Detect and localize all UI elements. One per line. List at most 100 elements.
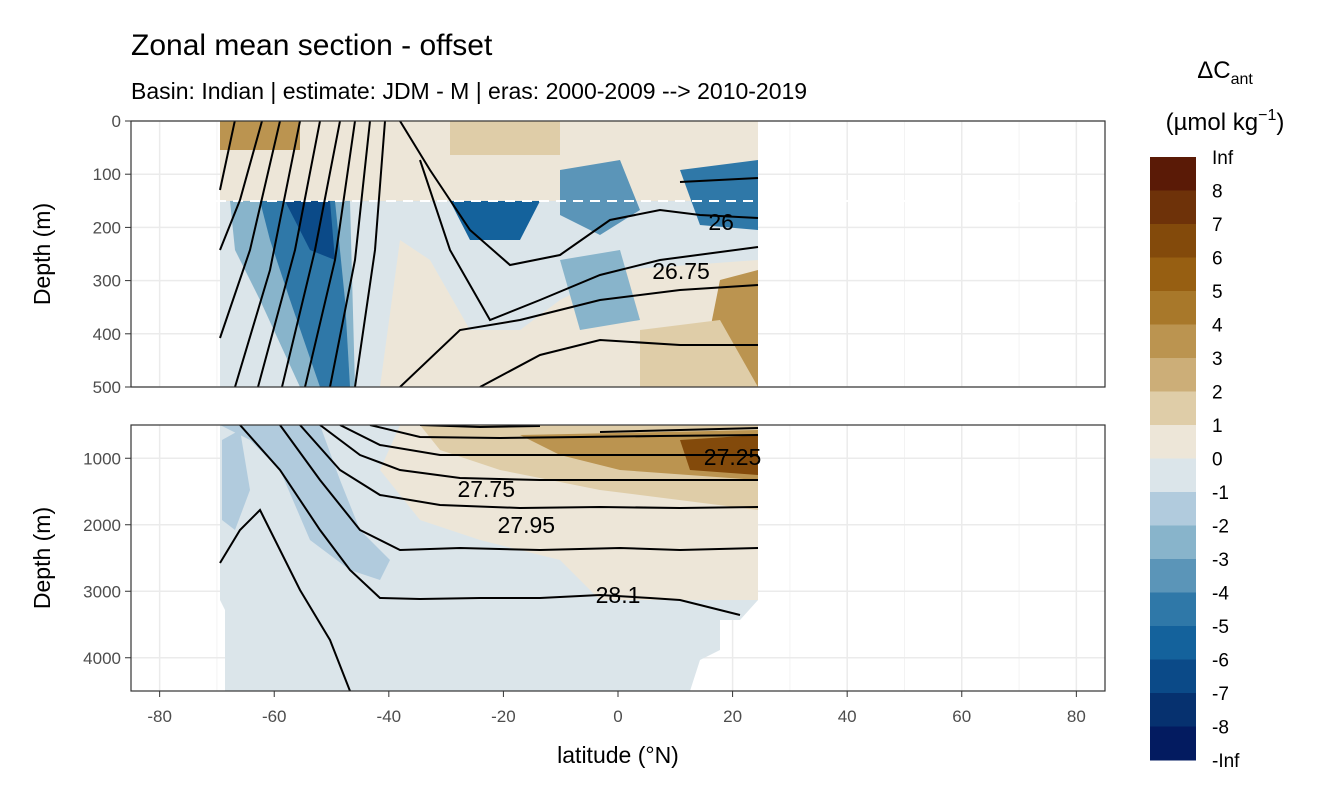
y-tick-label: 4000: [83, 649, 121, 668]
y-axis-title-upper: Depth (m): [29, 203, 55, 305]
x-tick-label: 80: [1067, 707, 1086, 726]
isopycnal-line: [304, 121, 356, 387]
upper-isopycnals: [219, 121, 759, 387]
y-tick-label: 100: [93, 165, 121, 184]
x-axis-title: latitude (°N): [557, 742, 679, 768]
x-tick-label: -40: [377, 707, 402, 726]
isopycnal-line: [599, 427, 759, 433]
isopycnal-line: [299, 425, 759, 510]
isopycnal-line: [219, 121, 236, 191]
legend-label: -6: [1212, 651, 1229, 672]
y-tick-label: 300: [93, 272, 121, 291]
legend-swatch: [1150, 425, 1196, 459]
legend-labels: Inf 8 7 6 5 4 3 2 1 0 -1 -2 -3 -4 -5 -6 -7 -8 -Inf: [1212, 148, 1240, 772]
x-tick-label: 0: [613, 707, 622, 726]
isopycnal-line: [479, 338, 758, 387]
contour-label: 28.1: [596, 582, 641, 608]
legend-swatch: [1150, 659, 1196, 694]
upper-contour-labels: 26 26.75: [652, 209, 734, 284]
isopycnal-line: [399, 121, 759, 267]
legend-swatch: [1150, 726, 1196, 761]
isopycnal-line: [369, 425, 759, 440]
lower-contour-labels: 27.25 27.75 27.95 28.1: [457, 444, 761, 608]
x-axis: -80 -60 -40 -20 0 20 40 60 80: [147, 691, 1086, 726]
x-tick-label: 60: [952, 707, 971, 726]
isopycnal-line: [679, 177, 759, 183]
isopycnal-line: [257, 121, 321, 387]
lower-panel-field: [220, 425, 758, 691]
legend-swatch: [1150, 592, 1196, 627]
legend-swatch: [1150, 224, 1196, 258]
legend-swatch: [1150, 559, 1196, 593]
legend-swatch: [1150, 693, 1196, 727]
legend-label: -3: [1212, 550, 1229, 571]
y-tick-label: 400: [93, 325, 121, 344]
legend-swatch: [1150, 190, 1196, 225]
legend-swatch: [1150, 525, 1196, 560]
legend-swatch: [1150, 391, 1196, 426]
lower-y-axis: 1000 2000 3000 4000: [83, 449, 131, 668]
x-tick-label: -20: [491, 707, 516, 726]
lower-negative-field: [220, 425, 390, 580]
y-axis-title-lower: Depth (m): [29, 507, 55, 609]
upper-negative-core: [680, 160, 758, 230]
legend-label: -7: [1212, 684, 1229, 705]
isopycnal-line: [219, 121, 281, 339]
y-tick-label: 0: [112, 112, 121, 131]
isopycnal-line: [219, 121, 263, 251]
isopycnal-line: [279, 425, 759, 552]
y-tick-label: 3000: [83, 582, 121, 601]
contour-label: 26: [708, 209, 734, 235]
legend-label: 7: [1212, 215, 1223, 236]
upper-y-axis: 0 100 200 300 400 500: [93, 112, 131, 397]
isopycnal-line: [239, 425, 741, 616]
y-tick-label: 2000: [83, 516, 121, 535]
legend-swatch: [1150, 492, 1196, 526]
upper-positive-patch: [450, 121, 560, 155]
isopycnal-line: [339, 425, 758, 456]
isopycnal-line: [419, 159, 759, 322]
upper-negative-core: [450, 201, 540, 240]
x-tick-label: 20: [723, 707, 742, 726]
legend-label: -5: [1212, 617, 1229, 638]
y-tick-label: 200: [93, 218, 121, 237]
chart-title: Zonal mean section - offset: [131, 29, 493, 62]
legend-swatch: [1150, 358, 1196, 392]
legend-swatch: [1150, 257, 1196, 292]
isopycnal-line: [281, 121, 341, 387]
legend-label: 8: [1212, 182, 1223, 203]
contour-label: 26.75: [652, 258, 710, 284]
legend-unit: (µmol kg−1): [1166, 107, 1285, 136]
upper-negative-field: [220, 201, 758, 387]
legend-swatch: [1150, 458, 1196, 493]
legend-swatch: [1150, 626, 1196, 660]
legend-label: 5: [1212, 282, 1223, 303]
legend-label: 6: [1212, 249, 1223, 270]
y-tick-label: 500: [93, 378, 121, 397]
isopycnal-line: [329, 121, 371, 387]
contour-label: 27.75: [457, 476, 515, 502]
chart-subtitle: Basin: Indian | estimate: JDM - M | eras…: [131, 78, 807, 104]
x-tick-label: -60: [262, 707, 287, 726]
legend-title: ΔCant: [1197, 57, 1253, 88]
isopycnal-line: [234, 121, 301, 387]
legend-label: -1: [1212, 483, 1229, 504]
legend-swatch: [1150, 291, 1196, 325]
upper-positive-patch: [220, 121, 300, 150]
legend-label: 1: [1212, 416, 1223, 437]
legend: ΔCant (µmol kg−1) Inf 8 7 6 5 4 3 2 1 0 -1 -2 -3 -4 -5…: [1150, 57, 1284, 772]
contour-label: 27.95: [498, 512, 556, 538]
upper-positive-patch: [640, 320, 758, 387]
legend-swatch: [1150, 157, 1196, 191]
legend-colorbar: [1150, 157, 1196, 761]
legend-label: 0: [1212, 450, 1223, 471]
contour-label: 27.25: [704, 444, 762, 470]
legend-label: Inf: [1212, 148, 1234, 169]
legend-label: -2: [1212, 517, 1229, 538]
legend-label: 2: [1212, 383, 1223, 404]
lower-isopycnals: [219, 425, 759, 691]
upper-panel: 26 26.75 0 100 200 300 400 500: [93, 112, 1106, 397]
isopycnal-line: [354, 121, 386, 387]
legend-label: 4: [1212, 316, 1223, 337]
